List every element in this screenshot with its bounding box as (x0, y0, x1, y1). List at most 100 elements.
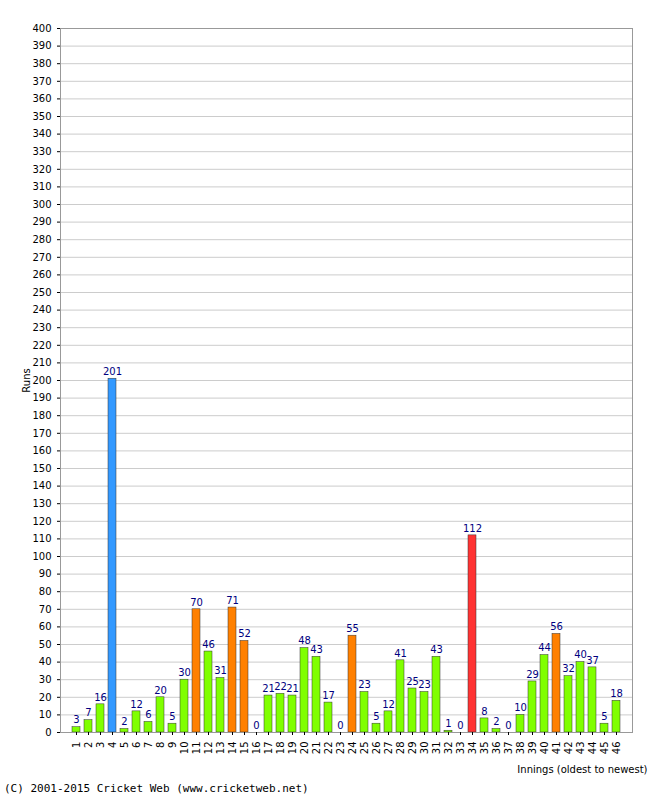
svg-text:220: 220 (32, 340, 51, 351)
svg-text:5: 5 (119, 742, 130, 748)
svg-text:18: 18 (610, 688, 623, 699)
svg-text:150: 150 (32, 463, 51, 474)
svg-text:160: 160 (32, 445, 51, 456)
svg-text:37: 37 (586, 655, 599, 666)
svg-text:0: 0 (45, 727, 51, 738)
svg-text:56: 56 (550, 621, 563, 632)
svg-text:210: 210 (32, 357, 51, 368)
svg-text:29: 29 (526, 669, 539, 680)
svg-text:201: 201 (103, 366, 122, 377)
svg-text:34: 34 (467, 742, 478, 755)
svg-text:330: 330 (32, 146, 51, 157)
svg-text:27: 27 (383, 742, 394, 755)
svg-text:60: 60 (39, 621, 52, 632)
svg-text:32: 32 (562, 663, 575, 674)
svg-text:4: 4 (107, 742, 118, 748)
svg-text:30: 30 (178, 667, 191, 678)
svg-text:40: 40 (574, 649, 587, 660)
svg-text:70: 70 (39, 604, 52, 615)
svg-text:21: 21 (286, 683, 299, 694)
svg-text:350: 350 (32, 111, 51, 122)
svg-text:26: 26 (371, 742, 382, 755)
svg-text:48: 48 (298, 635, 311, 646)
svg-text:5: 5 (169, 711, 175, 722)
svg-text:33: 33 (455, 742, 466, 755)
svg-text:310: 310 (32, 181, 51, 192)
svg-text:16: 16 (94, 692, 107, 703)
svg-text:260: 260 (32, 269, 51, 280)
svg-text:35: 35 (479, 742, 490, 755)
svg-text:280: 280 (32, 234, 51, 245)
svg-text:320: 320 (32, 164, 51, 175)
svg-text:80: 80 (39, 586, 52, 597)
svg-text:6: 6 (145, 709, 151, 720)
svg-text:38: 38 (515, 742, 526, 755)
svg-text:13: 13 (215, 742, 226, 755)
svg-text:360: 360 (32, 93, 51, 104)
svg-text:41: 41 (551, 742, 562, 755)
svg-text:28: 28 (395, 742, 406, 755)
svg-text:9: 9 (167, 742, 178, 748)
svg-text:11: 11 (191, 742, 202, 755)
svg-text:43: 43 (575, 742, 586, 755)
svg-text:52: 52 (238, 628, 251, 639)
svg-text:40: 40 (539, 742, 550, 755)
svg-text:8: 8 (481, 706, 487, 717)
svg-text:Innings (oldest to newest): Innings (oldest to newest) (517, 764, 647, 775)
svg-text:90: 90 (39, 568, 52, 579)
svg-text:340: 340 (32, 128, 51, 139)
svg-text:7: 7 (143, 742, 154, 748)
svg-text:43: 43 (310, 644, 323, 655)
svg-text:21: 21 (262, 683, 275, 694)
svg-text:10: 10 (179, 742, 190, 755)
svg-text:6: 6 (131, 742, 142, 748)
svg-text:32: 32 (443, 742, 454, 755)
svg-text:18: 18 (275, 742, 286, 755)
svg-text:70: 70 (190, 597, 203, 608)
svg-text:110: 110 (32, 533, 51, 544)
svg-text:23: 23 (335, 742, 346, 755)
svg-text:19: 19 (287, 742, 298, 755)
svg-text:190: 190 (32, 392, 51, 403)
svg-text:100: 100 (32, 551, 51, 562)
svg-text:7: 7 (85, 707, 91, 718)
svg-text:23: 23 (418, 679, 431, 690)
svg-text:5: 5 (373, 711, 379, 722)
svg-text:5: 5 (601, 711, 607, 722)
svg-text:240: 240 (32, 304, 51, 315)
svg-text:Runs: Runs (21, 368, 32, 392)
svg-text:300: 300 (32, 199, 51, 210)
svg-text:43: 43 (430, 644, 443, 655)
svg-text:24: 24 (347, 742, 358, 755)
svg-text:0: 0 (253, 720, 259, 731)
svg-text:400: 400 (32, 23, 51, 34)
svg-text:31: 31 (431, 742, 442, 755)
svg-text:20: 20 (39, 692, 52, 703)
svg-text:17: 17 (322, 690, 335, 701)
svg-text:41: 41 (394, 648, 407, 659)
svg-text:370: 370 (32, 76, 51, 87)
svg-text:230: 230 (32, 322, 51, 333)
svg-text:23: 23 (358, 679, 371, 690)
svg-text:12: 12 (382, 699, 395, 710)
svg-text:25: 25 (359, 742, 370, 755)
svg-text:12: 12 (203, 742, 214, 755)
svg-text:44: 44 (587, 742, 598, 755)
svg-text:290: 290 (32, 216, 51, 227)
svg-text:180: 180 (32, 410, 51, 421)
svg-text:120: 120 (32, 516, 51, 527)
svg-text:15: 15 (239, 742, 250, 755)
svg-text:30: 30 (419, 742, 430, 755)
svg-text:21: 21 (311, 742, 322, 755)
svg-text:20: 20 (154, 685, 167, 696)
svg-text:140: 140 (32, 480, 51, 491)
svg-text:44: 44 (538, 642, 551, 653)
svg-text:16: 16 (251, 742, 262, 755)
svg-text:112: 112 (463, 523, 482, 534)
svg-text:25: 25 (406, 676, 419, 687)
svg-text:42: 42 (563, 742, 574, 755)
svg-text:200: 200 (32, 375, 51, 386)
svg-text:37: 37 (503, 742, 514, 755)
svg-text:36: 36 (491, 742, 502, 755)
svg-text:55: 55 (346, 623, 359, 634)
